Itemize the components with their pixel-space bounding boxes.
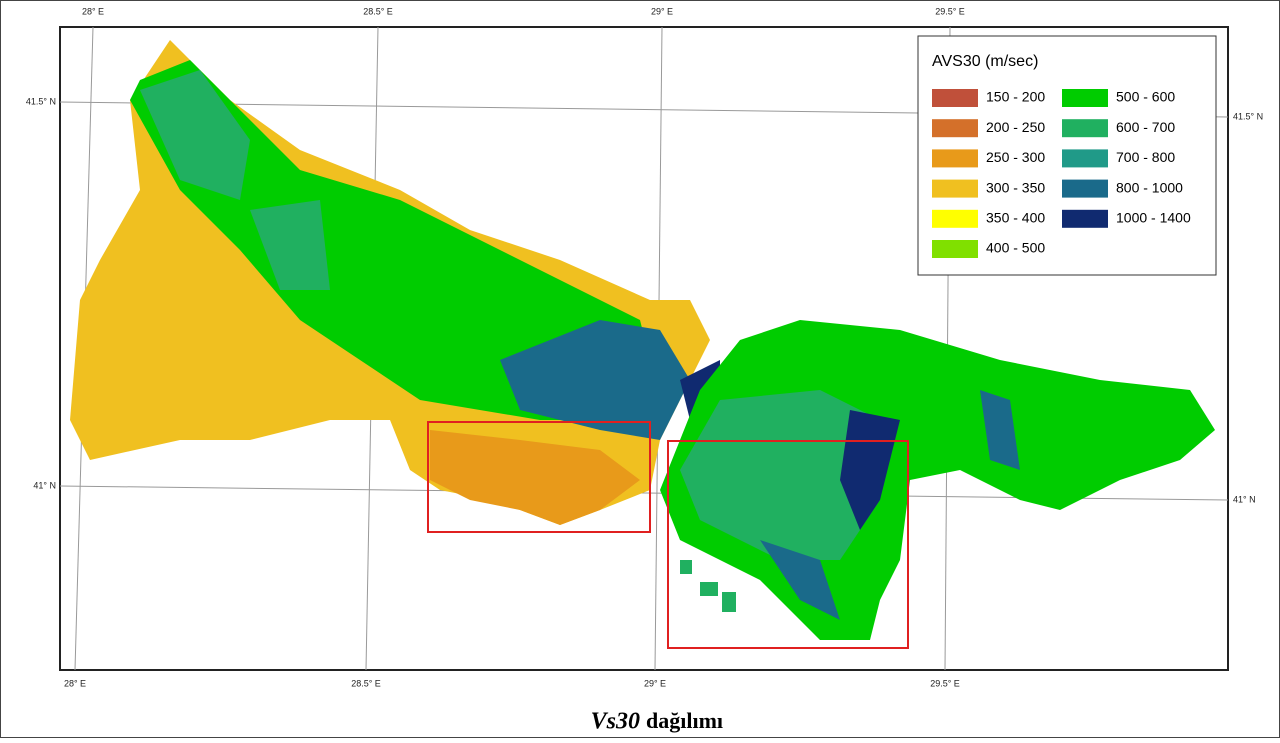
- legend-label: 200 - 250: [986, 119, 1045, 135]
- top-label: 29.5° E: [935, 6, 965, 16]
- zone: [980, 390, 1020, 470]
- highlight-box: [667, 440, 909, 649]
- legend-swatch: [1062, 149, 1108, 168]
- island: [722, 592, 736, 612]
- top-label: 28.5° E: [363, 6, 393, 16]
- island: [700, 582, 718, 596]
- top-label: 28° E: [82, 6, 104, 16]
- bottom-label: 28.5° E: [351, 678, 381, 688]
- island: [680, 560, 692, 574]
- legend-label: 300 - 350: [986, 179, 1045, 195]
- legend-label: 500 - 600: [1116, 89, 1175, 105]
- legend-swatch: [1062, 119, 1108, 138]
- legend-swatch: [932, 179, 978, 198]
- zone: [500, 320, 690, 440]
- legend-swatch: [932, 149, 978, 168]
- zone: [760, 540, 840, 620]
- legend-swatch: [932, 89, 978, 107]
- highlight-box: [427, 421, 651, 533]
- legend-label: 400 - 500: [986, 240, 1045, 256]
- top-label: 29° E: [651, 6, 673, 16]
- right-label: 41° N: [1233, 494, 1256, 504]
- left-label: 41° N: [33, 480, 56, 490]
- legend-swatch: [932, 240, 978, 258]
- right-label: 41.5° N: [1233, 111, 1263, 121]
- zone: [130, 60, 660, 420]
- legend-title: AVS30 (m/sec): [932, 53, 1038, 70]
- legend-swatch: [932, 209, 978, 228]
- legend-swatch: [932, 119, 978, 138]
- left-label: 41.5° N: [26, 96, 56, 106]
- legend-swatch: [1062, 89, 1108, 107]
- legend-label: 700 - 800: [1116, 149, 1175, 165]
- zone: [140, 70, 250, 200]
- legend-label: 150 - 200: [986, 89, 1045, 105]
- legend-swatch: [1062, 209, 1108, 228]
- istanbul-map: [70, 40, 1215, 640]
- bottom-label: 28° E: [64, 678, 86, 688]
- legend-label: 1000 - 1400: [1116, 210, 1191, 226]
- legend-label: 350 - 400: [986, 210, 1045, 226]
- zone: [430, 430, 640, 525]
- legend-label: 800 - 1000: [1116, 179, 1183, 195]
- bottom-label: 29° E: [644, 678, 666, 688]
- caption-italic: Vs30: [591, 709, 640, 735]
- zone: [250, 200, 330, 290]
- bottom-label: 29.5° E: [930, 678, 960, 688]
- legend-label: 250 - 300: [986, 149, 1045, 165]
- legend-swatch: [1062, 179, 1108, 198]
- zone: [680, 390, 880, 560]
- legend-label: 600 - 700: [1116, 119, 1175, 135]
- caption-text: dağılımı: [646, 708, 723, 733]
